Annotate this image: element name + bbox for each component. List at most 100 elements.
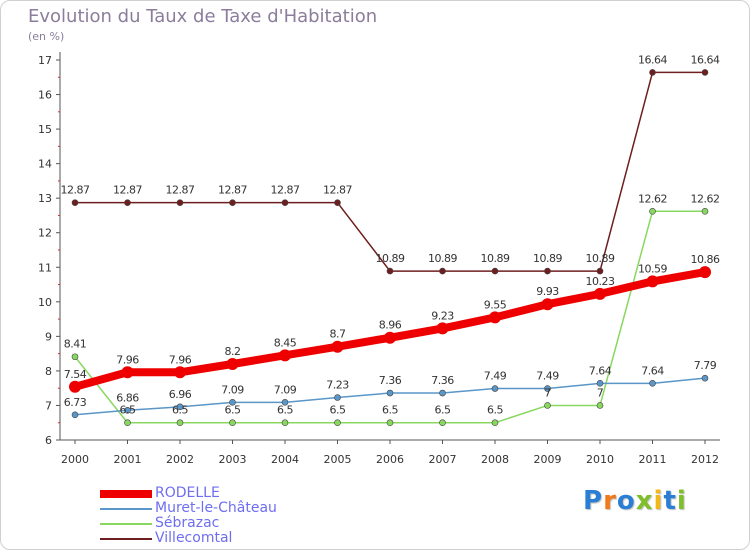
x-tick-label: 2000 — [61, 453, 89, 466]
legend-label: Sébrazac — [155, 515, 220, 531]
data-point — [596, 402, 604, 409]
data-label: 7.64 — [589, 364, 612, 377]
x-tick-label: 2008 — [481, 453, 509, 466]
data-label: 6.5 — [277, 404, 293, 417]
data-label: 6.5 — [225, 404, 241, 417]
data-label: 7.49 — [484, 370, 507, 383]
y-tick-label: 17 — [38, 54, 52, 67]
y-tick-label: 10 — [38, 296, 52, 309]
data-label: 8.41 — [64, 338, 87, 351]
x-tick-label: 2007 — [429, 453, 457, 466]
data-label: 6.5 — [487, 404, 503, 417]
data-label: 6.5 — [120, 404, 136, 417]
x-tick-label: 2005 — [324, 453, 352, 466]
data-point — [439, 267, 446, 275]
data-label: 7.49 — [536, 370, 559, 383]
data-point — [439, 389, 446, 397]
data-point — [491, 267, 499, 275]
legend-swatch — [100, 523, 152, 525]
data-label: 7 — [544, 386, 551, 399]
data-label: 7.23 — [326, 379, 349, 392]
data-label: 9.93 — [536, 285, 559, 298]
data-point — [646, 275, 659, 288]
data-point — [281, 419, 289, 427]
data-point — [229, 419, 236, 427]
data-point — [544, 267, 551, 275]
data-point — [489, 311, 501, 324]
y-tick-label: 6 — [45, 434, 52, 447]
legend-label: RODELLE — [155, 485, 220, 501]
data-point — [649, 208, 656, 215]
y-tick-label: 8 — [45, 365, 52, 378]
data-label: 16.64 — [638, 53, 667, 66]
legend-swatch — [100, 508, 152, 510]
data-label: 6.5 — [435, 404, 451, 417]
y-tick-label: 7 — [45, 399, 52, 412]
data-point — [699, 266, 711, 279]
data-point — [491, 419, 499, 427]
x-tick-label: 2002 — [166, 453, 194, 466]
y-tick-label: 9 — [45, 330, 52, 343]
data-point — [594, 287, 606, 300]
y-tick-label: 12 — [38, 227, 52, 240]
legend-label: Muret-le-Château — [155, 500, 277, 516]
y-tick-label: 16 — [38, 89, 52, 102]
data-label: 6.86 — [116, 391, 139, 404]
data-label: 7.09 — [221, 383, 244, 396]
data-label: 12.87 — [166, 184, 195, 197]
data-point — [544, 385, 551, 392]
data-point — [69, 380, 81, 393]
data-point — [596, 380, 604, 387]
data-label: 10.89 — [428, 252, 457, 265]
data-point — [701, 69, 709, 76]
data-label: 8.7 — [330, 328, 346, 341]
data-point — [279, 349, 291, 362]
data-label: 8.45 — [274, 336, 297, 349]
data-label: 9.55 — [484, 298, 507, 311]
data-point — [71, 199, 79, 206]
data-point — [386, 389, 394, 397]
data-label: 8.96 — [379, 319, 402, 332]
data-label: 12.87 — [218, 184, 247, 197]
x-tick-label: 2004 — [271, 453, 299, 466]
x-tick-label: 2011 — [639, 453, 667, 466]
data-point — [334, 199, 341, 206]
data-point — [544, 402, 551, 409]
data-point — [174, 366, 186, 379]
data-point — [176, 403, 184, 411]
x-tick-label: 2006 — [376, 453, 404, 466]
data-label: 10.23 — [586, 275, 615, 288]
data-label: 9.23 — [431, 309, 454, 322]
data-label: 7.36 — [379, 374, 402, 387]
data-point — [281, 399, 289, 406]
data-point — [384, 331, 396, 344]
data-label: 7.36 — [431, 374, 454, 387]
x-tick-label: 2003 — [219, 453, 247, 466]
data-label: 7.64 — [641, 364, 664, 377]
data-label: 10.89 — [376, 252, 405, 265]
series-line-3 — [74, 71, 706, 272]
data-label: 10.86 — [691, 253, 720, 266]
data-label: 12.87 — [323, 184, 352, 197]
data-point — [439, 419, 446, 427]
data-point — [596, 267, 604, 275]
data-point — [334, 394, 341, 401]
data-point — [226, 358, 239, 370]
data-point — [71, 411, 79, 419]
data-label: 10.89 — [533, 252, 562, 265]
data-label: 7.09 — [274, 383, 297, 396]
data-point — [701, 374, 709, 382]
y-tick-label: 13 — [38, 192, 52, 205]
data-point — [124, 199, 131, 206]
x-tick-label: 2009 — [534, 453, 562, 466]
y-tick-label: 15 — [38, 123, 52, 136]
x-tick-label: 2012 — [691, 453, 719, 466]
data-point — [176, 419, 184, 427]
data-point — [649, 380, 656, 387]
data-point — [541, 298, 554, 311]
data-label: 10.89 — [586, 252, 615, 265]
data-label: 7.96 — [116, 353, 139, 366]
legend-swatch — [100, 538, 152, 540]
data-point — [386, 419, 394, 427]
